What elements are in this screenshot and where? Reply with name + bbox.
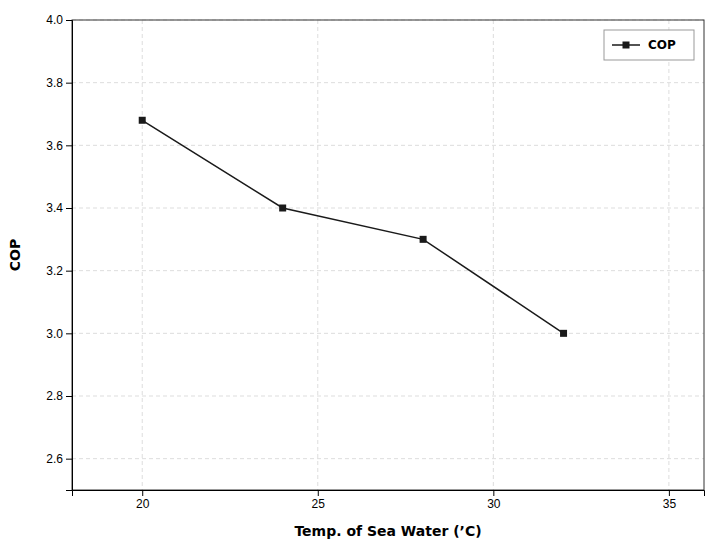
grid-line-y — [72, 270, 704, 271]
x-axis-tick-mark — [669, 490, 670, 496]
x-axis-title: Temp. of Sea Water (’C) — [294, 523, 481, 539]
x-axis-tick-label: 20 — [136, 497, 150, 511]
y-axis-tick: 4.0 — [46, 13, 72, 27]
y-axis-tick-label: 3.2 — [46, 264, 63, 278]
y-axis-tick: 3.6 — [46, 139, 72, 153]
y-axis-tick-mark — [66, 83, 72, 84]
y-axis-tick: 3.8 — [46, 76, 72, 90]
grid — [72, 20, 704, 490]
y-axis-tick-mark — [66, 459, 72, 460]
series-marker — [560, 330, 567, 337]
y-axis-title: COP — [7, 239, 23, 271]
y-axis-tick: 2.6 — [46, 452, 72, 466]
x-axis-tick: 35 — [663, 490, 677, 511]
y-axis-tick-mark — [66, 20, 72, 21]
y-axis-tick-mark — [66, 333, 72, 334]
grid-line-y — [72, 82, 704, 83]
y-axis: 2.6 2.8 3.0 3.2 3.4 3.6 3.8 4.0 — [46, 13, 72, 490]
y-axis-domain — [66, 21, 73, 491]
x-axis-tick: 30 — [487, 490, 501, 511]
grid-line-x — [317, 20, 318, 490]
y-axis-tick-label: 3.6 — [46, 139, 63, 153]
y-axis-tick-mark — [66, 271, 72, 272]
series-group — [139, 117, 567, 337]
plot-area: 20 25 30 35 2.6 2.8 3.0 3.2 3.4 3.6 3.8 4.0 COP — [46, 13, 704, 510]
y-axis-tick: 3.0 — [46, 327, 72, 341]
y-axis-tick: 3.2 — [46, 264, 72, 278]
y-axis-tick-label: 4.0 — [46, 13, 63, 27]
series-marker — [420, 236, 427, 243]
legend-box — [604, 30, 694, 60]
grid-line-y — [72, 396, 704, 397]
plot-frame — [72, 20, 704, 490]
legend-swatch-marker — [623, 42, 630, 49]
y-axis-tick-label: 3.0 — [46, 327, 63, 341]
grid-line-y — [72, 333, 704, 334]
grid-line-y — [72, 208, 704, 209]
chart: 20 25 30 35 2.6 2.8 3.0 3.2 3.4 3.6 3.8 4.0 COP Temp.… — [0, 0, 724, 552]
legend-label: COP — [648, 38, 676, 52]
y-axis-tick-mark — [66, 208, 72, 209]
x-axis-tick-label: 30 — [487, 497, 501, 511]
y-axis-tick-mark — [66, 145, 72, 146]
series-line — [142, 120, 563, 333]
x-axis: 20 25 30 35 — [73, 490, 705, 511]
x-axis-tick-mark — [318, 490, 319, 496]
x-axis-tick: 20 — [136, 490, 150, 511]
x-axis-tick-label: 35 — [663, 497, 677, 511]
y-axis-tick-label: 3.8 — [46, 76, 63, 90]
y-axis-tick-mark — [66, 396, 72, 397]
y-axis-tick-label: 3.4 — [46, 201, 63, 215]
y-axis-tick: 3.4 — [46, 201, 72, 215]
series-marker — [279, 205, 286, 212]
x-axis-tick-label: 25 — [312, 497, 326, 511]
series-marker — [139, 117, 146, 124]
y-axis-tick-label: 2.6 — [46, 452, 63, 466]
grid-line-y — [72, 145, 704, 146]
grid-line-x — [493, 20, 494, 490]
x-axis-tick: 25 — [312, 490, 326, 511]
y-axis-tick: 2.8 — [46, 389, 72, 403]
x-axis-tick-mark — [493, 490, 494, 496]
grid-line-x — [142, 20, 143, 490]
y-axis-tick-label: 2.8 — [46, 389, 63, 403]
grid-line-y — [72, 458, 704, 459]
grid-line-x — [668, 20, 669, 490]
x-axis-tick-mark — [142, 490, 143, 496]
x-axis-domain — [73, 491, 705, 497]
legend: COP — [604, 30, 694, 60]
